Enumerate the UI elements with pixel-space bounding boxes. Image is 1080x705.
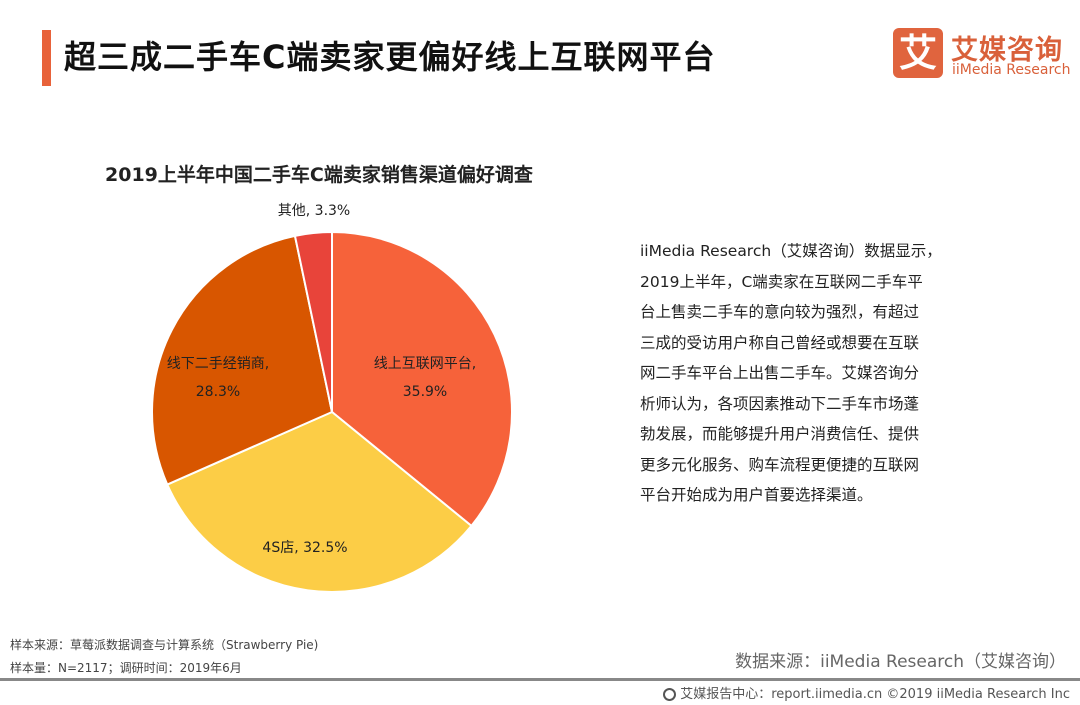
title-accent-bar	[42, 30, 51, 86]
description-line: iiMedia Research（艾媒咨询）数据显示，	[640, 242, 942, 260]
pie-slice	[151, 234, 334, 486]
description-line: 2019上半年，C端卖家在互联网二手车平	[640, 272, 923, 291]
description-line: 析师认为，各项因素推动下二手车市场蓬	[640, 394, 920, 413]
slice-label: 线上互联网平台, 35.9%	[374, 356, 476, 400]
slice-label: 4S店, 32.5%	[262, 540, 347, 556]
description: iiMedia Research（艾媒咨询）数据显示， 2019上半年，C端卖家…	[640, 236, 1060, 511]
slice-label: 其他, 3.3%	[278, 203, 350, 219]
description-line: 更多元化服务、购车流程更便捷的互联网	[640, 455, 920, 474]
logo: 艾 艾媒咨询 iiMedia Research	[893, 28, 1073, 82]
sample-size: 样本量：N=2117；调研时间：2019年6月	[10, 661, 242, 675]
pie-slice	[331, 230, 513, 528]
logo-mark: 艾	[893, 28, 943, 78]
pie-slice	[293, 230, 333, 413]
footer-text: 艾媒报告中心：report.iimedia.cn ©2019 iiMedia R…	[680, 687, 1070, 702]
globe-icon	[663, 688, 677, 701]
description-line: 三成的受访用户称自己曾经或想要在互联	[640, 333, 920, 352]
logo-text-en: iiMedia Research	[952, 62, 1071, 78]
sample-source: 样本来源：草莓派数据调查与计算系统（Strawberry Pie)	[10, 638, 319, 652]
pie-slice	[165, 410, 473, 593]
description-line: 勃发展，而能够提升用户消费信任、提供	[640, 425, 920, 443]
logo-text-cn: 艾媒咨询	[951, 35, 1063, 66]
footer: 艾媒报告中心：report.iimedia.cn ©2019 iiMedia R…	[663, 683, 1070, 702]
description-line: 台上售卖二手车的意向较为强烈，有超过	[640, 303, 920, 321]
slice-label: 线下二手经销商, 28.3%	[167, 356, 269, 400]
footer-divider	[0, 678, 1080, 681]
description-line: 平台开始成为用户首要选择渠道。	[640, 486, 873, 504]
chart-title: 2019上半年中国二手车C端卖家销售渠道偏好调查	[105, 164, 533, 186]
page-title: 超三成二手车C端卖家更偏好线上互联网平台	[64, 38, 716, 76]
data-source: 数据来源：iiMedia Research（艾媒咨询）	[735, 652, 1066, 672]
description-line: 网二手车平台上出售二手车。艾媒咨询分	[640, 364, 920, 382]
